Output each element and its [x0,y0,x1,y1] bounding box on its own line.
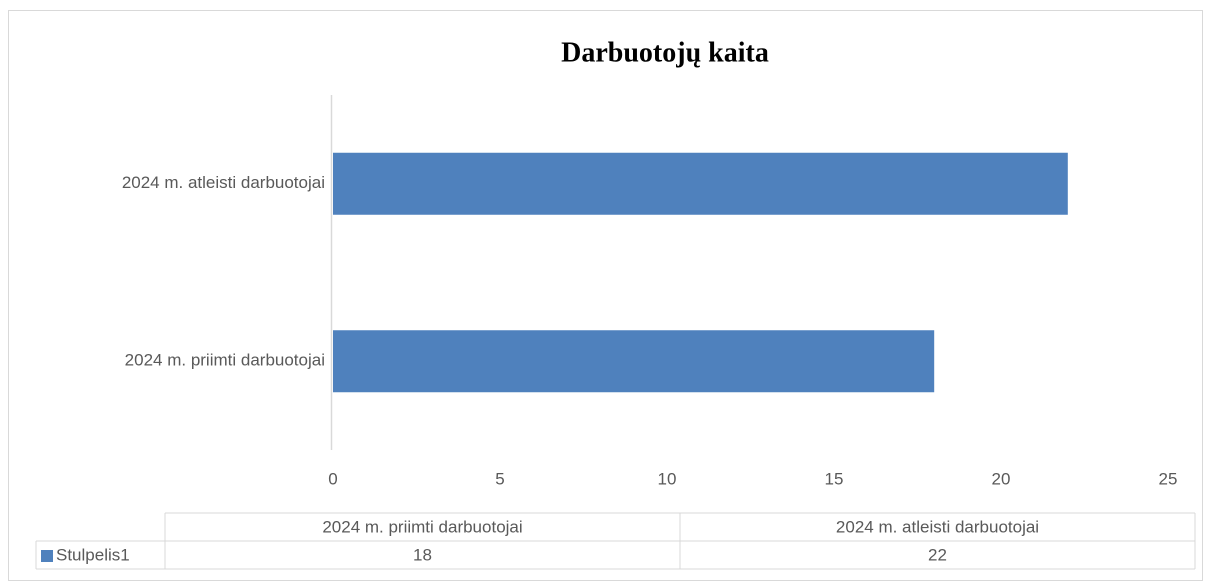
x-tick-label: 0 [328,469,337,488]
table-header: 2024 m. priimti darbuotojai [322,517,522,536]
bar [333,330,935,393]
x-tick-label: 15 [825,469,844,488]
chart-border [8,10,1203,581]
table-header: 2024 m. atleisti darbuotojai [836,517,1039,536]
chart-title: Darbuotojų kaita [561,37,769,68]
table-value: 18 [413,545,432,564]
legend-swatch [41,550,53,562]
y-tick-label: 2024 m. atleisti darbuotojai [122,173,325,192]
table-value: 22 [928,545,947,564]
x-tick-label: 5 [495,469,504,488]
y-tick-label: 2024 m. priimti darbuotojai [125,351,325,370]
x-tick-label: 20 [992,469,1011,488]
bar [333,152,1068,215]
x-tick-label: 25 [1159,469,1178,488]
x-tick-label: 10 [658,469,677,488]
legend-label: Stulpelis1 [56,545,130,564]
